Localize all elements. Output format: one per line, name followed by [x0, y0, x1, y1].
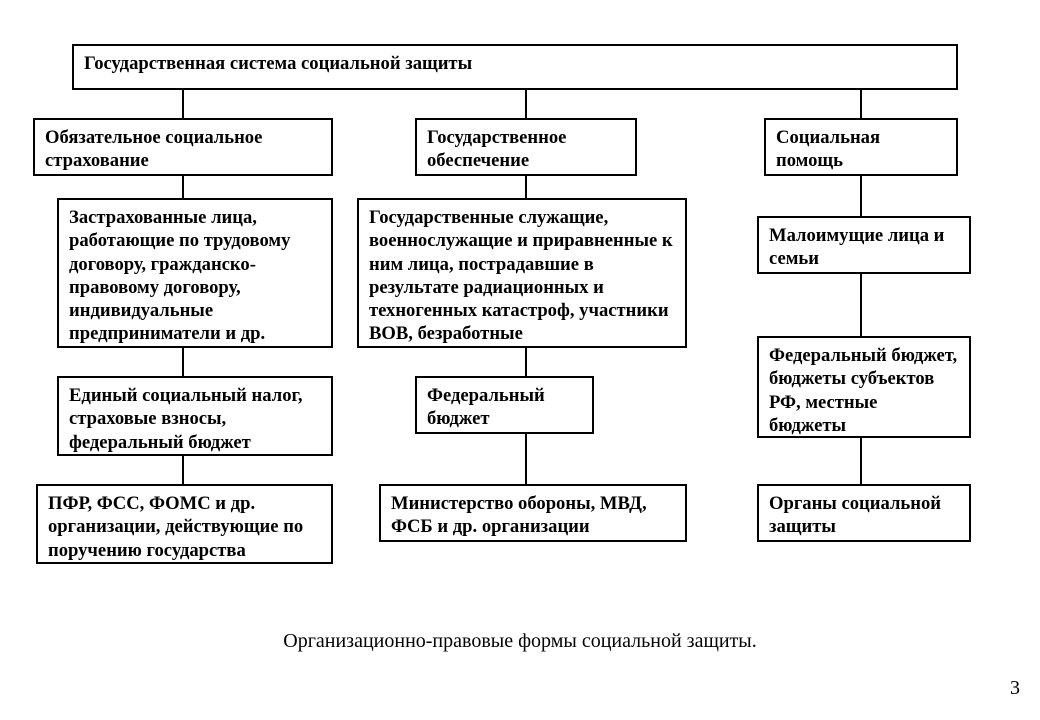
node-col2_b2: Федеральный бюджет	[415, 376, 594, 434]
node-col3_b2: Федеральный бюджет, бюджеты субъектов РФ…	[757, 336, 971, 438]
node-col3_b1: Малоимущие лица и семьи	[757, 216, 971, 274]
node-col2_b3: Министерство обороны, МВД, ФСБ и др. орг…	[379, 484, 687, 542]
node-col3_h: Социальная помощь	[764, 118, 958, 176]
node-col1_b1: Застрахованные лица, работающие по трудо…	[57, 198, 333, 348]
node-col1_b3: ПФР, ФСС, ФОМС и др. организации, действ…	[36, 484, 333, 564]
node-col1_b2: Единый социальный налог, страховые взнос…	[57, 376, 333, 456]
node-col2_b1: Государственные служащие, военнослужащие…	[357, 198, 687, 348]
node-col3_b3: Органы социальной защиты	[757, 484, 971, 542]
caption: Организационно-правовые формы социальной…	[0, 630, 1040, 653]
node-col2_h: Государственное обеспечение	[415, 118, 637, 176]
diagram-canvas: Организационно-правовые формы социальной…	[0, 0, 1040, 720]
node-root: Государственная система социальной защит…	[72, 44, 958, 90]
node-col1_h: Обязательное социальное страхование	[33, 118, 333, 176]
page-number: 3	[1010, 677, 1020, 700]
